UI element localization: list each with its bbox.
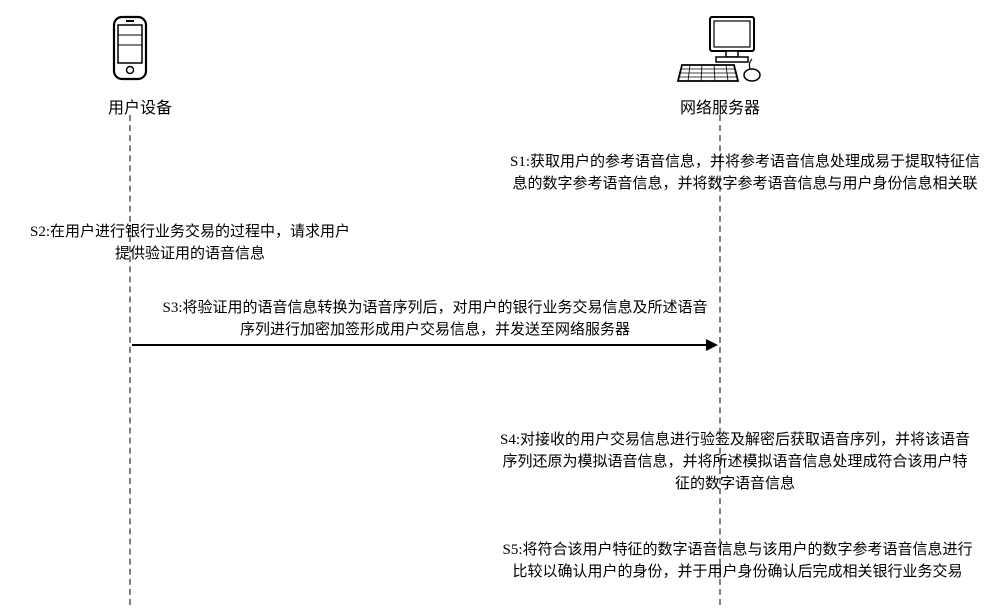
step-s5: S5:将符合该用户特征的数字语音信息与该用户的数字参考语音信息进行 比较以确认用… [485, 540, 990, 584]
step-s1: S1:获取用户的参考语音信息，并将参考语音信息处理成易于提取特征信 息的数字参考… [500, 152, 990, 196]
step-s5-line1: S5:将符合该用户特征的数字语音信息与该用户的数字参考语音信息进行 [485, 540, 990, 562]
server-computer-icon [672, 15, 768, 85]
step-s3-line2: 序列进行加密加签形成用户交易信息，并发送至网络服务器 [140, 320, 730, 342]
actor-server: 网络服务器 [672, 15, 768, 118]
arrow-s3-line [132, 344, 710, 346]
step-s4-line1: S4:对接收的用户交易信息进行验签及解密后获取语音序列，并将该语音 [480, 430, 990, 452]
actor-user-device: 用户设备 [108, 15, 152, 118]
lifeline-user-device [129, 115, 131, 605]
step-s4-line2: 序列还原为模拟语音信息，并将所述模拟语音信息处理成符合该用户特 [480, 452, 990, 474]
step-s2-line1: S2:在用户进行银行业务交易的过程中，请求用户 [10, 222, 370, 244]
mobile-device-icon [108, 15, 152, 85]
step-s2-line2: 提供验证用的语音信息 [10, 244, 370, 266]
arrow-s3-head [706, 339, 718, 351]
step-s4: S4:对接收的用户交易信息进行验签及解密后获取语音序列，并将该语音 序列还原为模… [480, 430, 990, 495]
step-s1-line1: S1:获取用户的参考语音信息，并将参考语音信息处理成易于提取特征信 [500, 152, 990, 174]
step-s2: S2:在用户进行银行业务交易的过程中，请求用户 提供验证用的语音信息 [10, 222, 370, 266]
step-s3: S3:将验证用的语音信息转换为语音序列后，对用户的银行业务交易信息及所述语音 序… [140, 298, 730, 342]
step-s4-line3: 征的数字语音信息 [480, 474, 990, 496]
step-s5-line2: 比较以确认用户的身份，并于用户身份确认后完成相关银行业务交易 [485, 562, 990, 584]
step-s3-line1: S3:将验证用的语音信息转换为语音序列后，对用户的银行业务交易信息及所述语音 [140, 298, 730, 320]
step-s1-line2: 息的数字参考语音信息，并将数字参考语音信息与用户身份信息相关联 [500, 174, 990, 196]
